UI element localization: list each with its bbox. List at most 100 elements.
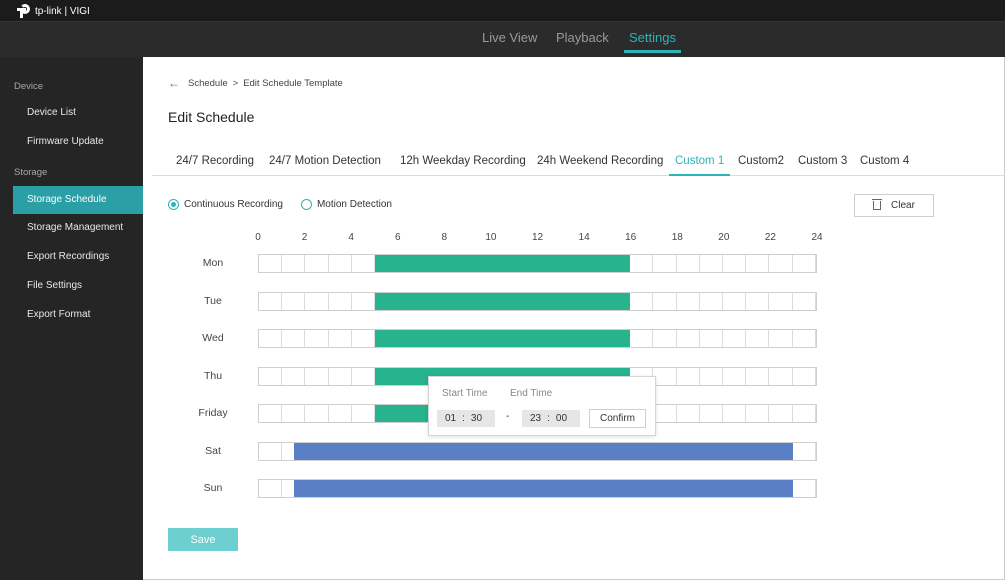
hour-cell[interactable] xyxy=(793,330,816,347)
hour-cell[interactable] xyxy=(352,292,376,310)
hour-cell[interactable] xyxy=(259,255,283,272)
hour-cell[interactable] xyxy=(259,480,283,497)
hour-cell[interactable] xyxy=(653,405,677,422)
hour-cell[interactable] xyxy=(259,442,283,460)
end-minute-field[interactable]: 00 xyxy=(555,413,568,424)
hour-cell[interactable] xyxy=(677,405,700,422)
hour-cell[interactable] xyxy=(305,255,329,272)
hour-cell[interactable] xyxy=(259,367,283,385)
hour-cell[interactable] xyxy=(700,367,724,385)
hour-cell[interactable] xyxy=(723,330,747,347)
hour-cell[interactable] xyxy=(630,255,654,272)
save-button[interactable]: Save xyxy=(168,528,238,551)
hour-cell[interactable] xyxy=(653,367,677,385)
hour-cell[interactable] xyxy=(793,255,816,272)
confirm-button[interactable]: Confirm xyxy=(589,409,646,428)
hour-cell[interactable] xyxy=(305,330,329,347)
hour-cell[interactable] xyxy=(769,292,793,310)
hour-cell[interactable] xyxy=(746,330,770,347)
tab-12h-weekday-recording[interactable]: 12h Weekday Recording xyxy=(400,155,526,167)
hour-cell[interactable] xyxy=(329,255,352,272)
hour-cell[interactable] xyxy=(677,292,700,310)
hour-cell[interactable] xyxy=(352,405,376,422)
day-schedule-row[interactable] xyxy=(258,254,817,273)
hour-cell[interactable] xyxy=(653,330,677,347)
hour-cell[interactable] xyxy=(630,330,654,347)
start-hour-field[interactable]: 01 xyxy=(445,413,457,424)
day-schedule-row[interactable] xyxy=(258,329,817,348)
hour-cell[interactable] xyxy=(769,405,793,422)
hour-cell[interactable] xyxy=(305,292,329,310)
hour-cell[interactable] xyxy=(723,255,747,272)
hour-cell[interactable] xyxy=(352,255,376,272)
clear-button[interactable]: Clear xyxy=(854,194,934,217)
hour-cell[interactable] xyxy=(329,330,352,347)
hour-cell[interactable] xyxy=(282,330,306,347)
hour-cell[interactable] xyxy=(282,405,306,422)
hour-cell[interactable] xyxy=(329,292,352,310)
sidebar-item-storage-management[interactable]: Storage Management xyxy=(27,222,124,233)
hour-cell[interactable] xyxy=(329,405,352,422)
hour-cell[interactable] xyxy=(677,255,700,272)
hour-cell[interactable] xyxy=(769,367,793,385)
tab-custom-4[interactable]: Custom 4 xyxy=(860,155,910,167)
hour-cell[interactable] xyxy=(769,330,793,347)
back-arrow-icon[interactable]: ← xyxy=(168,76,180,90)
hour-cell[interactable] xyxy=(723,405,747,422)
tab-custom-1[interactable]: Custom 1 xyxy=(669,155,731,176)
start-minute-field[interactable]: 30 xyxy=(470,413,483,424)
continuous-recording-segment[interactable] xyxy=(375,292,631,310)
hour-cell[interactable] xyxy=(700,292,724,310)
start-time-input[interactable]: 01 : 30 xyxy=(437,410,495,427)
sidebar-item-device-list[interactable]: Device List xyxy=(27,107,76,118)
hour-cell[interactable] xyxy=(723,367,747,385)
hour-cell[interactable] xyxy=(793,442,816,460)
hour-cell[interactable] xyxy=(723,292,747,310)
tab-custom-3[interactable]: Custom 3 xyxy=(798,155,848,167)
hour-cell[interactable] xyxy=(282,367,306,385)
hour-cell[interactable] xyxy=(305,367,329,385)
tab-24-7-recording[interactable]: 24/7 Recording xyxy=(176,155,254,167)
sidebar-item-export-recordings[interactable]: Export Recordings xyxy=(27,251,110,262)
day-schedule-row[interactable] xyxy=(258,441,817,461)
hour-cell[interactable] xyxy=(793,480,816,497)
day-schedule-row[interactable] xyxy=(258,291,817,311)
tab-custom2[interactable]: Custom2 xyxy=(738,155,785,167)
hour-cell[interactable] xyxy=(746,405,770,422)
hour-cell[interactable] xyxy=(630,292,654,310)
hour-cell[interactable] xyxy=(653,255,677,272)
hour-cell[interactable] xyxy=(793,292,816,310)
hour-cell[interactable] xyxy=(746,255,770,272)
hour-cell[interactable] xyxy=(259,405,283,422)
sidebar-item-file-settings[interactable]: File Settings xyxy=(27,280,83,291)
continuous-recording-label[interactable]: Continuous Recording xyxy=(184,199,283,210)
continuous-recording-segment[interactable] xyxy=(375,255,631,272)
motion-recording-segment[interactable] xyxy=(293,442,793,460)
hour-cell[interactable] xyxy=(259,292,283,310)
continuous-recording-segment[interactable] xyxy=(375,330,631,347)
hour-cell[interactable] xyxy=(793,405,816,422)
hour-cell[interactable] xyxy=(746,292,770,310)
motion-detection-label[interactable]: Motion Detection xyxy=(316,199,392,210)
end-time-input[interactable]: 23 : 00 xyxy=(522,410,580,427)
motion-recording-segment[interactable] xyxy=(293,480,793,497)
hour-cell[interactable] xyxy=(305,405,329,422)
day-schedule-row[interactable] xyxy=(258,479,817,498)
hour-cell[interactable] xyxy=(793,367,816,385)
tab-24-7-motion-detection[interactable]: 24/7 Motion Detection xyxy=(269,155,381,167)
continuous-recording-radio[interactable] xyxy=(168,199,179,210)
hour-cell[interactable] xyxy=(746,367,770,385)
hour-cell[interactable] xyxy=(282,292,306,310)
nav-tab-settings[interactable]: Settings xyxy=(624,30,681,53)
nav-tab-live-view[interactable]: Live View xyxy=(482,30,538,45)
hour-cell[interactable] xyxy=(769,255,793,272)
breadcrumb-parent[interactable]: Schedule xyxy=(188,77,228,89)
hour-cell[interactable] xyxy=(352,330,376,347)
hour-cell[interactable] xyxy=(700,255,724,272)
hour-cell[interactable] xyxy=(329,367,352,385)
end-hour-field[interactable]: 23 xyxy=(530,413,542,424)
hour-cell[interactable] xyxy=(677,367,700,385)
sidebar-item-storage-schedule[interactable]: Storage Schedule xyxy=(13,186,143,214)
hour-cell[interactable] xyxy=(352,367,376,385)
hour-cell[interactable] xyxy=(700,330,724,347)
